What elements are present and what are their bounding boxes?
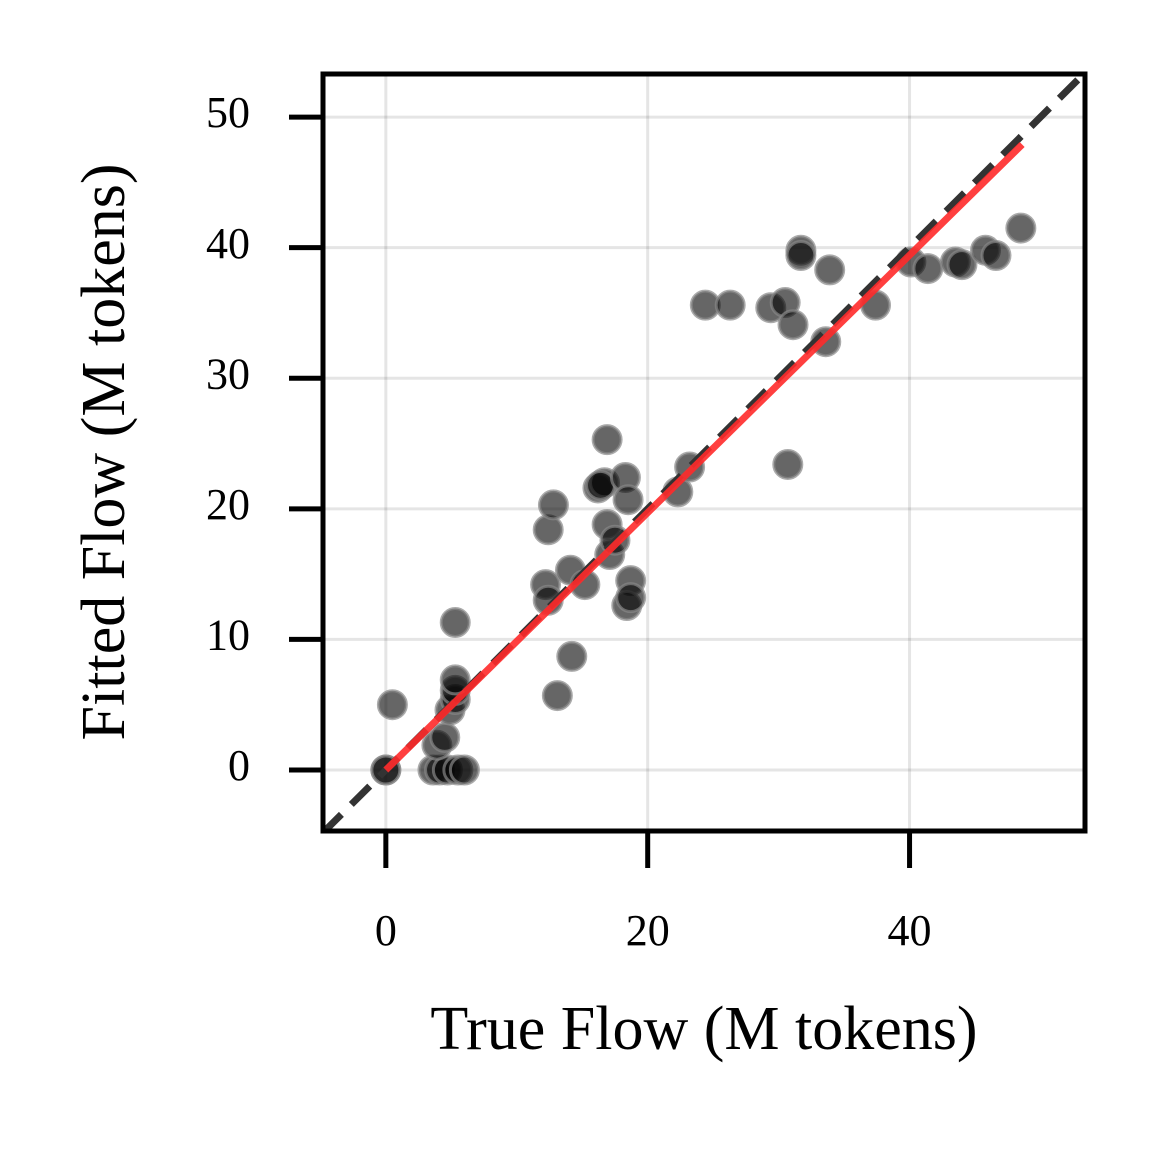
point (946, 249, 978, 281)
point (912, 253, 944, 285)
point (532, 514, 564, 546)
y-tick-label: 0 (228, 741, 250, 790)
y-tick-label: 30 (206, 349, 250, 398)
point (980, 240, 1012, 272)
point (556, 640, 588, 672)
point (612, 484, 644, 516)
point (541, 680, 573, 712)
y-axis-label: Fitted Flow (M tokens) (70, 164, 138, 741)
point (591, 424, 623, 456)
x-tick-label: 0 (375, 906, 397, 955)
x-tick-label: 40 (888, 906, 932, 955)
y-tick-label: 20 (206, 480, 250, 529)
point (376, 689, 408, 721)
y-tick-label: 40 (206, 219, 250, 268)
point (772, 448, 804, 480)
y-tick-label: 50 (206, 88, 250, 137)
point (439, 606, 471, 638)
point (429, 721, 461, 753)
point (615, 582, 647, 614)
point (714, 289, 746, 321)
plot-frame (320, 71, 1088, 834)
point (537, 489, 569, 521)
point (777, 309, 809, 341)
y-tick-label: 10 (206, 611, 250, 660)
point (1005, 212, 1037, 244)
point (448, 754, 480, 786)
point (814, 254, 846, 286)
x-axis-label: True Flow (M tokens) (430, 995, 977, 1063)
fit-line (383, 142, 1025, 773)
point (785, 240, 817, 272)
point (439, 664, 471, 696)
x-tick-label: 20 (626, 906, 670, 955)
